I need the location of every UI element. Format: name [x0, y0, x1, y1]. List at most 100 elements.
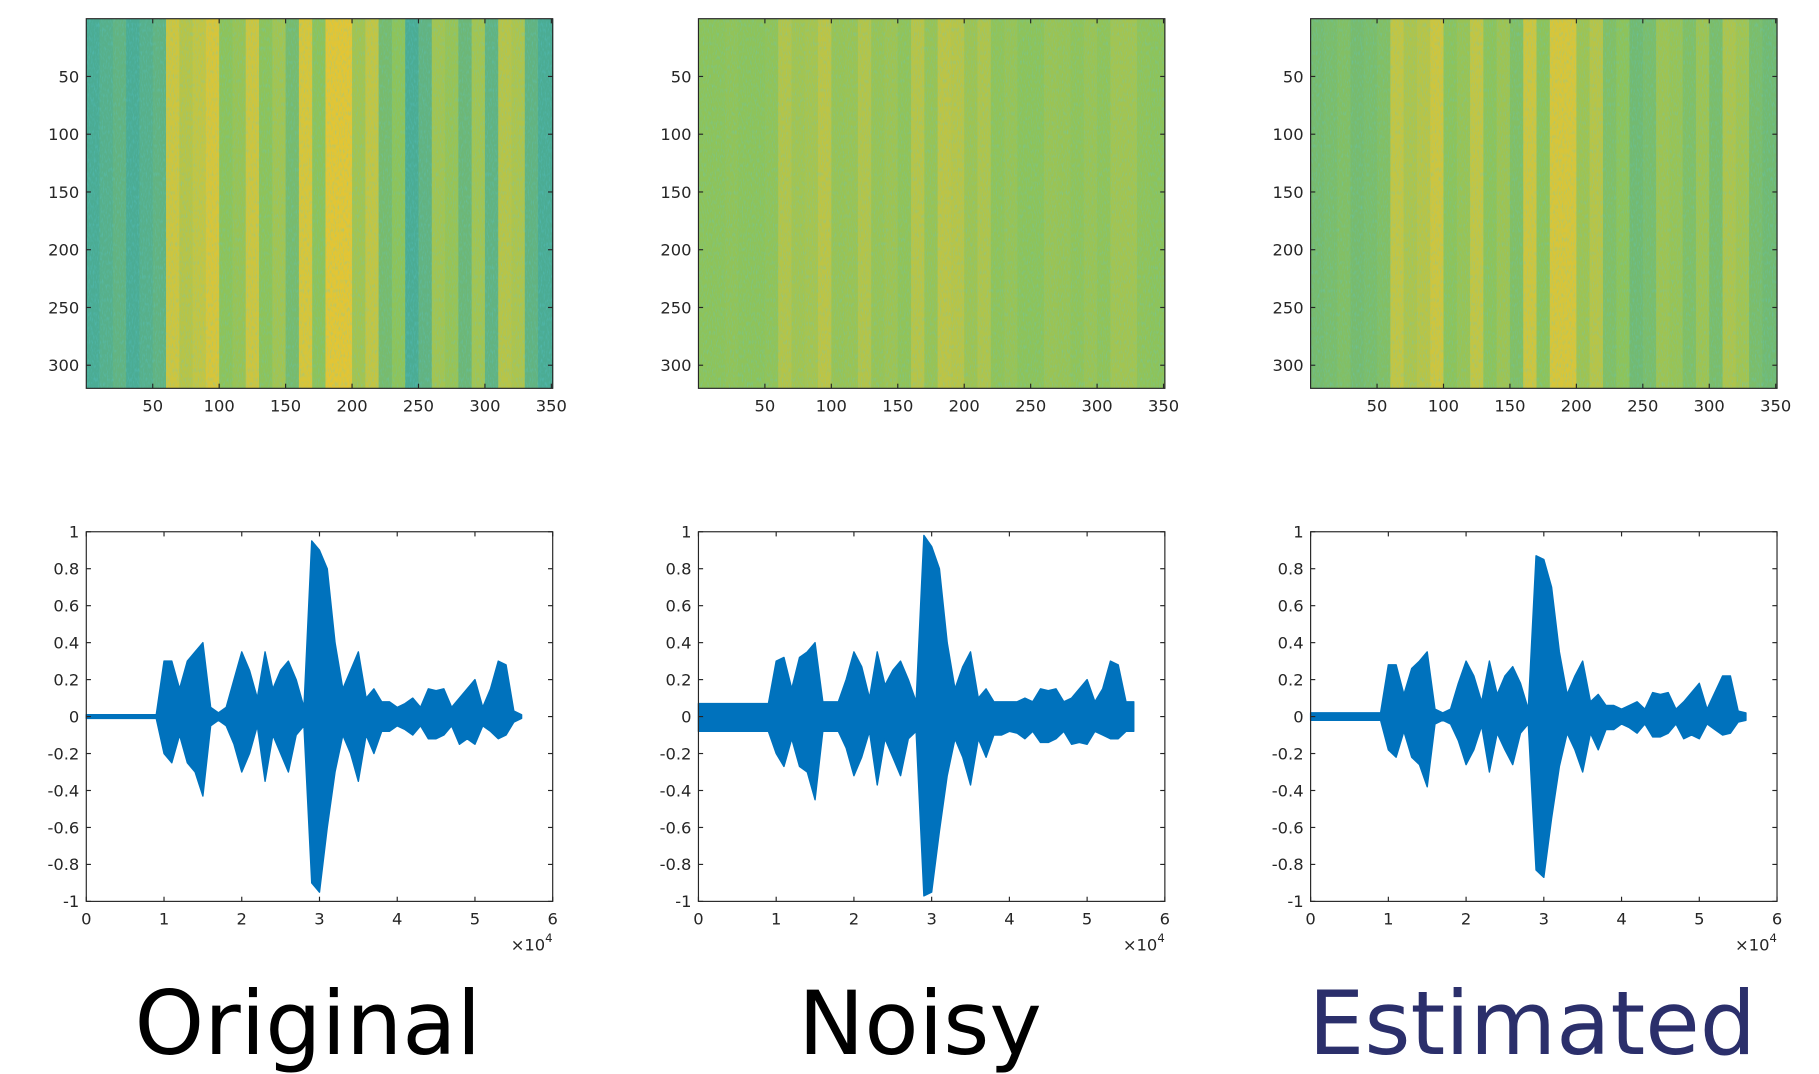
y-tick-label: -1: [63, 892, 79, 911]
x-tick-label: 250: [1627, 397, 1658, 416]
x-tick-label: 100: [204, 397, 235, 416]
x-tick-label: 5: [1082, 910, 1092, 929]
waveform-envelope: [697, 534, 1135, 897]
y-tick-label: 250: [48, 298, 79, 317]
x-tick-label: 100: [1428, 397, 1459, 416]
x-multiplier-base: ×10: [511, 935, 545, 954]
x-multiplier-base: ×10: [1735, 935, 1769, 954]
x-tick-label: 50: [755, 397, 776, 416]
y-tick-label: 0.4: [53, 633, 79, 652]
y-tick-label: 150: [660, 183, 691, 202]
x-tick-label: 5: [1694, 910, 1704, 929]
x-tick-label: 350: [1760, 397, 1791, 416]
y-tick-label: 1: [681, 523, 691, 542]
x-tick-label: 6: [1772, 910, 1782, 929]
x-tick-label: 200: [336, 397, 367, 416]
x-tick-label: 4: [1004, 910, 1014, 929]
y-tick-label: 0.8: [53, 560, 79, 579]
x-tick-label: 150: [1494, 397, 1525, 416]
x-tick-label: 2: [237, 910, 247, 929]
caption: Noisy: [798, 972, 1042, 1074]
y-tick-label: 200: [1272, 241, 1303, 260]
y-tick-label: -0.4: [47, 781, 79, 800]
y-tick-label: 1: [69, 523, 79, 542]
caption: Estimated: [1308, 972, 1756, 1074]
y-tick-label: 300: [660, 356, 691, 375]
y-tick-label: 0: [681, 707, 691, 726]
x-tick-label: 3: [926, 910, 936, 929]
y-tick-label: 0.2: [666, 670, 692, 689]
y-tick-label: 0.6: [1278, 597, 1304, 616]
x-tick-label: 200: [1561, 397, 1592, 416]
axes-box: [1310, 18, 1778, 389]
texture: [698, 18, 1165, 389]
waveform-envelope: [85, 540, 523, 893]
x-tick-label: 350: [536, 397, 567, 416]
x-tick-label: 2: [849, 910, 859, 929]
y-tick-label: 0.4: [666, 633, 692, 652]
y-tick-label: 50: [671, 67, 692, 86]
y-tick-label: -0.2: [660, 744, 692, 763]
y-tick-label: 0.2: [53, 670, 79, 689]
caption: Original: [134, 972, 481, 1074]
x-tick-label: 4: [392, 910, 402, 929]
y-tick-label: 150: [1272, 183, 1303, 202]
y-tick-label: -0.6: [660, 818, 692, 837]
y-tick-label: -0.6: [1272, 818, 1304, 837]
y-tick-label: 50: [59, 67, 80, 86]
x-tick-label: 0: [693, 910, 703, 929]
y-tick-label: 200: [48, 241, 79, 260]
x-tick-label: 300: [469, 397, 500, 416]
y-tick-label: 250: [1272, 298, 1303, 317]
y-tick-label: 0.6: [53, 597, 79, 616]
y-tick-label: 150: [48, 183, 79, 202]
waveform-envelope: [1309, 555, 1747, 879]
panel: 50 100 150 200 250 300 350 50 100 150 200 250 300: [48, 18, 567, 416]
x-tick-label: 350: [1148, 397, 1179, 416]
x-multiplier-base: ×10: [1123, 935, 1157, 954]
y-tick-label: -0.8: [47, 855, 79, 874]
x-tick-label: 1: [159, 910, 169, 929]
y-tick-label: 100: [1272, 125, 1303, 144]
y-tick-label: 0.6: [666, 597, 692, 616]
y-tick-label: 300: [48, 356, 79, 375]
y-tick-label: 0: [1293, 707, 1303, 726]
x-multiplier: ×104: [1123, 931, 1165, 954]
y-tick-label: -0.8: [660, 855, 692, 874]
x-multiplier-exponent: 4: [545, 931, 552, 945]
x-tick-label: 150: [270, 397, 301, 416]
x-tick-label: 2: [1461, 910, 1471, 929]
x-tick-label: 3: [314, 910, 324, 929]
y-tick-label: 0.8: [1278, 560, 1304, 579]
x-multiplier: ×104: [1735, 931, 1777, 954]
texture: [1310, 18, 1778, 389]
x-tick-label: 50: [1367, 397, 1388, 416]
x-tick-label: 4: [1616, 910, 1626, 929]
y-tick-label: -1: [1287, 892, 1303, 911]
y-tick-label: 0.4: [1278, 633, 1304, 652]
y-tick-label: 100: [660, 125, 691, 144]
y-tick-label: -0.8: [1272, 855, 1304, 874]
y-tick-label: 200: [660, 241, 691, 260]
axes-box: [85, 18, 554, 389]
y-tick-label: 0.8: [666, 560, 692, 579]
x-multiplier-exponent: 4: [1769, 931, 1776, 945]
y-tick-label: 0.2: [1278, 670, 1304, 689]
x-tick-label: 200: [949, 397, 980, 416]
y-tick-label: 250: [660, 298, 691, 317]
x-tick-label: 1: [771, 910, 781, 929]
x-tick-label: 300: [1694, 397, 1725, 416]
y-tick-label: -0.6: [47, 818, 79, 837]
x-tick-label: 250: [1015, 397, 1046, 416]
x-tick-label: 3: [1539, 910, 1549, 929]
y-tick-label: -1: [675, 892, 691, 911]
x-tick-label: 6: [1160, 910, 1170, 929]
x-tick-label: 5: [470, 910, 480, 929]
x-tick-label: 0: [1305, 910, 1315, 929]
x-tick-label: 6: [548, 910, 558, 929]
x-multiplier-exponent: 4: [1157, 931, 1164, 945]
